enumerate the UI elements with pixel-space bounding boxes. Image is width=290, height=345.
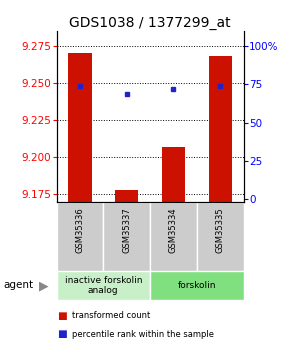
Text: ■: ■ [57,329,66,339]
Text: GSM35337: GSM35337 [122,207,131,253]
Bar [57,202,103,271]
Text: GSM35335: GSM35335 [216,207,225,253]
Title: GDS1038 / 1377299_at: GDS1038 / 1377299_at [69,16,231,30]
Text: forskolin: forskolin [177,281,216,290]
Text: agent: agent [3,280,33,290]
Bar [103,202,150,271]
Text: ■: ■ [57,311,66,321]
Bar [162,147,185,202]
Text: GSM35336: GSM35336 [75,207,84,253]
Bar [150,271,244,300]
Bar [115,190,138,202]
Bar [68,53,92,202]
Bar [197,202,244,271]
Text: inactive forskolin
analog: inactive forskolin analog [65,276,142,295]
Text: percentile rank within the sample: percentile rank within the sample [72,329,215,338]
Text: ▶: ▶ [39,279,49,292]
Bar [57,271,150,300]
Bar [150,202,197,271]
Text: GSM35334: GSM35334 [169,207,178,253]
Bar [209,56,232,202]
Text: transformed count: transformed count [72,312,151,321]
